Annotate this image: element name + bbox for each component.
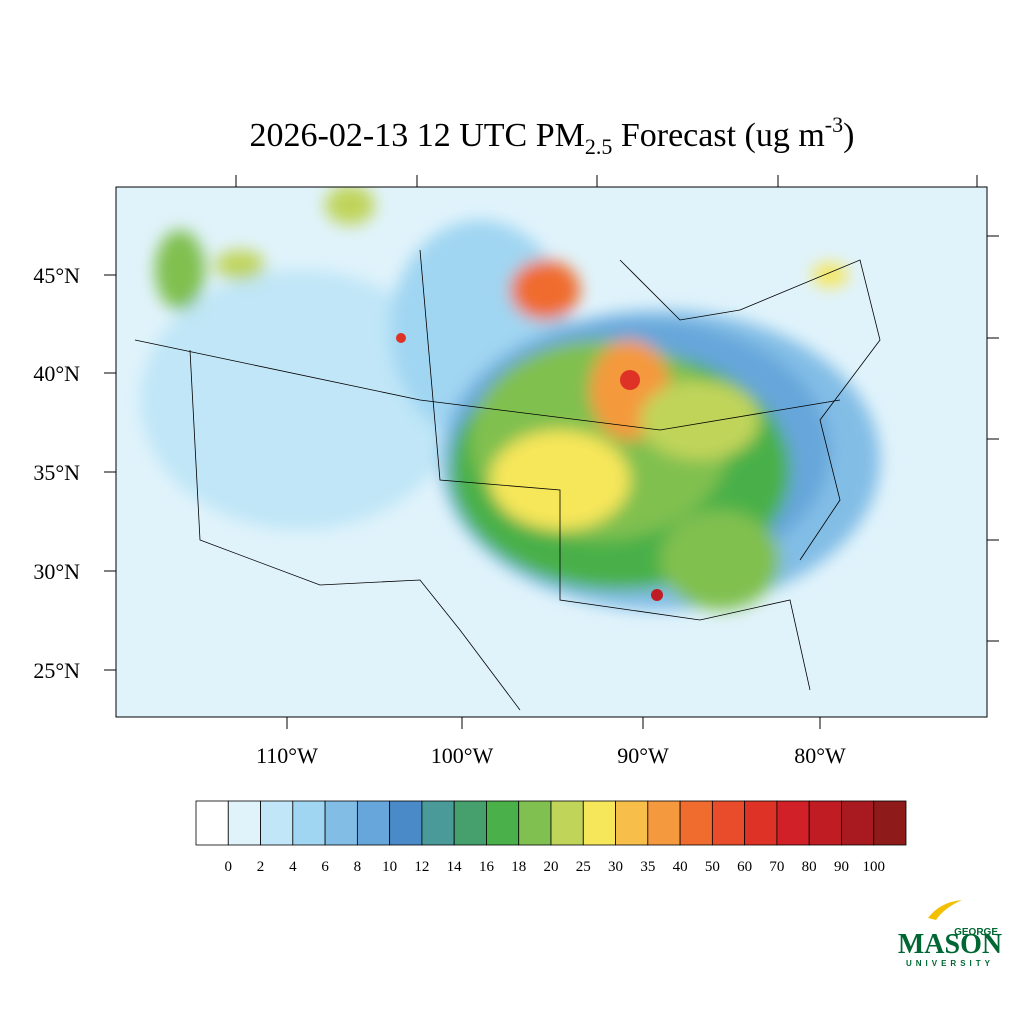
- colorbar-box: [841, 800, 875, 846]
- title: 2026-02-13 12 UTC PM2.5 Forecast (ug m-3…: [250, 112, 855, 159]
- colorbar-box: [421, 800, 455, 846]
- colorbar-box: [260, 800, 294, 846]
- colorbar-box: [324, 800, 358, 846]
- logo-bottom: UNIVERSITY: [906, 959, 994, 968]
- colorbar-label: 12: [414, 859, 429, 875]
- colorbar-box: [873, 800, 907, 846]
- colorbar-box: [582, 800, 616, 846]
- colorbar-label: 50: [705, 859, 720, 875]
- colorbar-box: [776, 800, 810, 846]
- colorbar-label: 6: [321, 859, 329, 875]
- colorbar-box: [195, 800, 229, 846]
- title-sup: -3: [825, 112, 843, 137]
- colorbar-label: 60: [737, 859, 752, 875]
- colorbar-label: 18: [511, 859, 526, 875]
- lon-label: 80°W: [794, 743, 846, 768]
- colorbar-box: [227, 800, 261, 846]
- colorbar-label: 0: [225, 859, 233, 875]
- map-frame: [115, 186, 988, 718]
- colorbar-box: [744, 800, 778, 846]
- colorbar-label: 40: [673, 859, 688, 875]
- colorbar-label: 2: [257, 859, 265, 875]
- colorbar-label: 10: [382, 859, 397, 875]
- colorbar-label: 80: [802, 859, 817, 875]
- colorbar-label: 14: [447, 859, 463, 875]
- colorbar-box: [389, 800, 423, 846]
- colorbar-box: [711, 800, 746, 846]
- lat-label: 40°N: [33, 361, 80, 386]
- colorbar-box: [356, 800, 391, 846]
- title-end: ): [843, 117, 854, 154]
- colorbar-box: [486, 800, 520, 846]
- colorbar-box: [550, 800, 584, 846]
- colorbar-box: [647, 800, 681, 846]
- logo-top: GEORGE: [954, 927, 998, 938]
- colorbar-box: [615, 800, 649, 846]
- lat-label: 25°N: [33, 658, 80, 683]
- title-main: 2026-02-13 12 UTC PM: [250, 117, 585, 154]
- title-rest: Forecast (ug m: [612, 117, 824, 154]
- colorbar-label: 25: [576, 859, 591, 875]
- colorbar-label: 8: [354, 859, 362, 875]
- colorbar-label: 100: [862, 859, 885, 875]
- frame-ticks: [104, 175, 999, 729]
- lon-label: 110°W: [256, 743, 318, 768]
- colorbar-box: [679, 800, 713, 846]
- logo-main: MASON: [898, 929, 1002, 960]
- logo: GEORGE MASON UNIVERSITY: [898, 900, 1002, 968]
- lon-label: 100°W: [431, 743, 494, 768]
- colorbar-label: 30: [608, 859, 623, 875]
- colorbar-label: 16: [479, 859, 495, 875]
- colorbar-label: 90: [834, 859, 849, 875]
- lat-label: 45°N: [33, 263, 80, 288]
- colorbar: 0 2 4 6 8 10 12 14 16 18 20 25 30 35 40 50 60 70 80 90 100: [195, 800, 907, 875]
- state-outlines: [134, 249, 881, 711]
- title-sub: 2.5: [585, 134, 613, 159]
- colorbar-box: [518, 800, 552, 846]
- colorbar-label: 70: [769, 859, 784, 875]
- map-field: [116, 187, 987, 717]
- colorbar-box: [292, 800, 326, 846]
- colorbar-box: [808, 800, 842, 846]
- colorbar-label: 4: [289, 859, 297, 875]
- colorbar-label: 35: [640, 859, 655, 875]
- colorbar-label: 20: [544, 859, 559, 875]
- colorbar-box: [453, 800, 487, 846]
- lat-label: 30°N: [33, 559, 80, 584]
- lat-label: 35°N: [33, 460, 80, 485]
- lon-label: 90°W: [617, 743, 669, 768]
